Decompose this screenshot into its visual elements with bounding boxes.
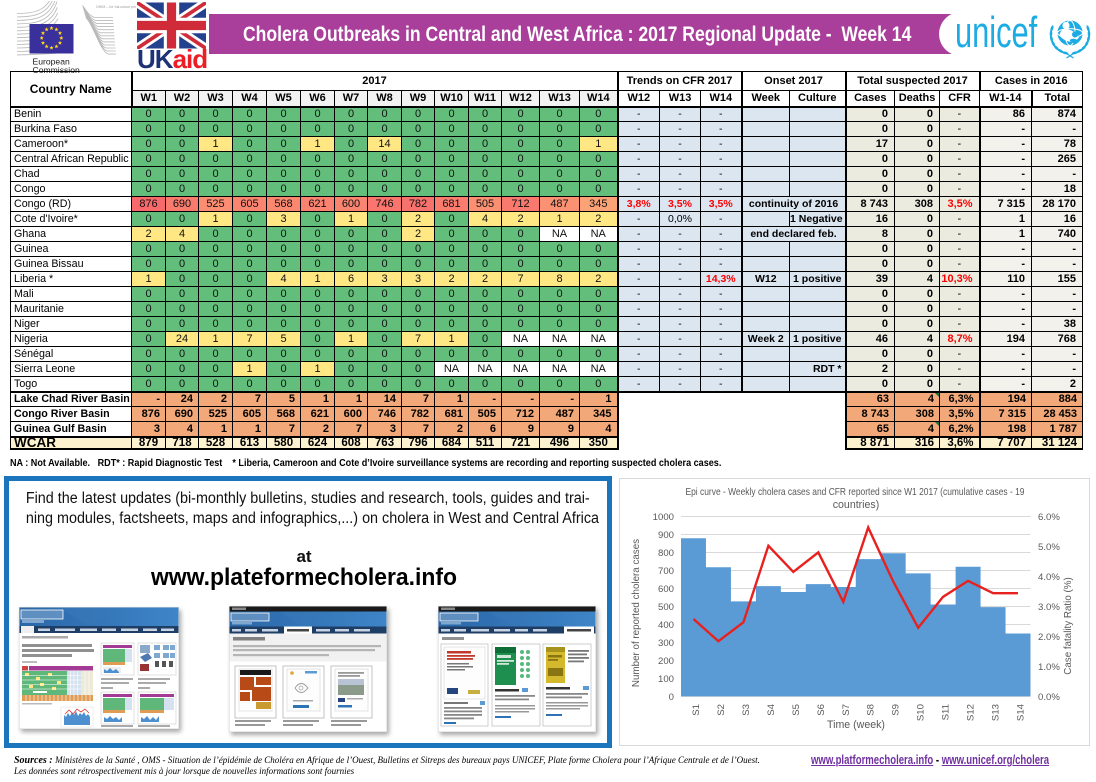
svg-text:100: 100 [658,674,674,685]
svg-text:S13: S13 [991,704,1002,721]
svg-text:800: 800 [658,548,674,559]
svg-text:European: European [33,57,70,67]
svg-text:S9: S9 [891,704,902,716]
svg-text:300: 300 [658,638,674,649]
svg-text:S3: S3 [741,704,752,716]
svg-text:400: 400 [658,620,674,631]
svg-text:6.0%: 6.0% [1038,512,1060,523]
svg-text:countries): countries) [833,499,880,511]
svg-text:S8: S8 [866,704,877,716]
svg-text:Commission: Commission [33,65,80,73]
svg-text:S5: S5 [791,704,802,716]
svg-text:Epi curve - Weekly cholera cas: Epi curve - Weekly cholera cases and CFR… [686,487,1025,498]
svg-text:S10: S10 [916,704,927,721]
svg-text:S6: S6 [816,704,827,716]
svg-text:S7: S7 [841,704,852,716]
svg-text:1000: 1000 [653,512,674,523]
svg-text:900: 900 [658,530,674,541]
svg-text:S12: S12 [966,704,977,721]
svg-text:S1: S1 [691,704,702,716]
svg-text:700: 700 [658,566,674,577]
svg-text:200: 200 [658,656,674,667]
svg-text:5.0%: 5.0% [1038,542,1060,553]
svg-text:500: 500 [658,602,674,613]
svg-text:0.0%: 0.0% [1038,692,1060,703]
svg-text:OHIM – for full-colour printin: OHIM – for full-colour printing [96,5,136,9]
svg-text:Number of reported cholera ca: Number of reported cholera cases [631,539,642,687]
svg-text:Time (week): Time (week) [827,719,885,731]
svg-text:S2: S2 [716,704,727,716]
svg-text:2.0%: 2.0% [1038,632,1060,643]
svg-text:3.0%: 3.0% [1038,602,1060,613]
svg-text:S11: S11 [941,704,952,720]
svg-text:4.0%: 4.0% [1038,572,1060,583]
svg-text:0: 0 [669,692,674,703]
svg-text:600: 600 [658,584,674,595]
svg-text:S4: S4 [766,703,777,715]
svg-text:S14: S14 [1016,703,1027,721]
svg-text:Case fatality Ratio (%): Case fatality Ratio (%) [1063,577,1074,674]
svg-text:1.0%: 1.0% [1038,662,1060,673]
